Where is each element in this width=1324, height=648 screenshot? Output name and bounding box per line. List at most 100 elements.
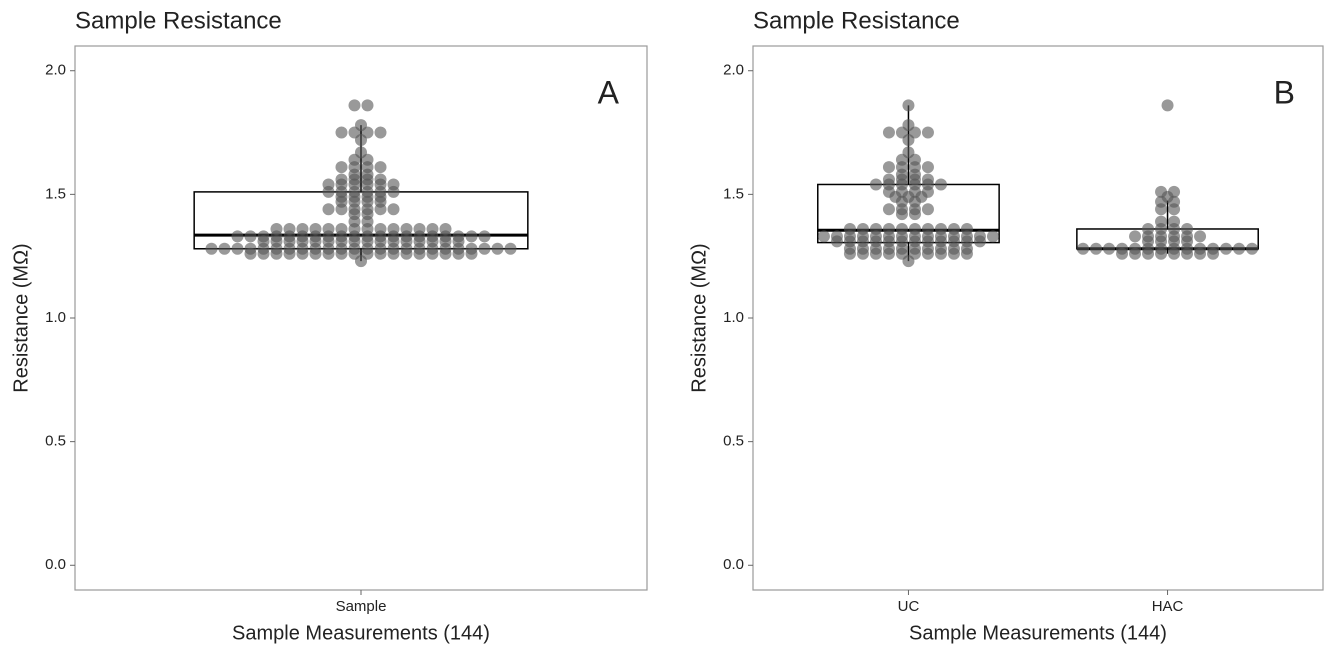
data-point — [439, 222, 452, 235]
box — [817, 183, 1000, 244]
data-point — [921, 126, 934, 139]
x-axis-title: Sample Measurements (144) — [232, 622, 490, 644]
data-point — [270, 222, 283, 235]
data-point — [426, 222, 439, 235]
data-point — [218, 242, 231, 255]
data-point — [1090, 242, 1103, 255]
x-tick-label: HAC — [1152, 598, 1184, 615]
data-point — [1161, 99, 1174, 112]
data-point — [491, 242, 504, 255]
data-point — [478, 230, 491, 243]
data-point — [1194, 230, 1207, 243]
data-point — [882, 222, 895, 235]
data-point — [1233, 242, 1246, 255]
data-point — [1116, 242, 1129, 255]
data-point — [387, 178, 400, 191]
data-point — [902, 119, 915, 132]
y-tick-label: 0.0 — [723, 556, 744, 573]
data-point — [934, 222, 947, 235]
data-point — [1142, 222, 1155, 235]
data-point — [335, 126, 348, 139]
data-point — [257, 230, 270, 243]
data-point — [465, 242, 478, 255]
panel-label: B — [1274, 74, 1295, 110]
box — [193, 191, 529, 250]
data-point — [322, 222, 335, 235]
data-point — [1168, 185, 1181, 198]
data-point — [374, 161, 387, 174]
data-point — [205, 242, 218, 255]
y-tick-label: 0.0 — [45, 556, 66, 573]
data-point — [921, 173, 934, 186]
data-point — [1077, 242, 1090, 255]
y-tick-label: 0.5 — [45, 433, 66, 450]
data-point — [335, 173, 348, 186]
y-tick-label: 1.0 — [723, 309, 744, 326]
data-point — [921, 203, 934, 216]
data-point — [902, 99, 915, 112]
data-point — [1129, 242, 1142, 255]
x-tick-label: Sample — [336, 598, 387, 615]
data-point — [361, 99, 374, 112]
y-tick-label: 1.5 — [723, 185, 744, 202]
data-point — [478, 242, 491, 255]
data-point — [355, 146, 367, 159]
data-point — [921, 161, 934, 174]
data-point — [335, 222, 348, 235]
data-point — [902, 146, 915, 159]
data-point — [947, 222, 960, 235]
data-point — [1207, 242, 1220, 255]
y-tick-label: 0.5 — [723, 433, 744, 450]
data-point — [309, 222, 322, 235]
data-point — [374, 173, 387, 186]
data-point — [843, 222, 856, 235]
x-axis-title: Sample Measurements (144) — [909, 622, 1167, 644]
data-point — [869, 222, 882, 235]
data-point — [882, 203, 895, 216]
data-point — [504, 242, 517, 255]
data-point — [244, 230, 257, 243]
data-point — [374, 222, 387, 235]
data-point — [465, 230, 478, 243]
data-point — [1220, 242, 1233, 255]
data-point — [348, 99, 361, 112]
data-point — [1194, 242, 1207, 255]
data-point — [830, 230, 843, 243]
data-point — [895, 222, 908, 235]
data-point — [244, 242, 257, 255]
data-point — [322, 178, 335, 191]
chart-title: Sample Resistance — [753, 7, 960, 34]
data-point — [986, 230, 999, 243]
data-point — [921, 222, 934, 235]
data-point — [335, 161, 348, 174]
data-point — [908, 222, 921, 235]
data-point — [882, 173, 895, 186]
data-point — [400, 222, 413, 235]
data-point — [355, 119, 367, 132]
data-point — [1155, 215, 1168, 228]
data-point — [387, 222, 400, 235]
data-point — [1181, 222, 1194, 235]
data-point — [387, 203, 400, 216]
chart-title: Sample Resistance — [75, 7, 282, 34]
data-point — [413, 222, 426, 235]
data-point — [322, 203, 335, 216]
data-point — [856, 222, 869, 235]
data-point — [283, 222, 296, 235]
y-tick-label: 1.0 — [45, 309, 66, 326]
data-point — [882, 126, 895, 139]
data-point — [374, 126, 387, 139]
data-point — [1246, 242, 1259, 255]
data-point — [231, 242, 244, 255]
data-point — [1168, 215, 1181, 228]
data-point — [960, 222, 973, 235]
data-point — [882, 161, 895, 174]
y-tick-label: 2.0 — [723, 62, 744, 79]
data-point — [1155, 185, 1168, 198]
data-point — [869, 178, 882, 191]
data-point — [817, 230, 830, 243]
data-point — [934, 178, 947, 191]
data-point — [973, 230, 986, 243]
